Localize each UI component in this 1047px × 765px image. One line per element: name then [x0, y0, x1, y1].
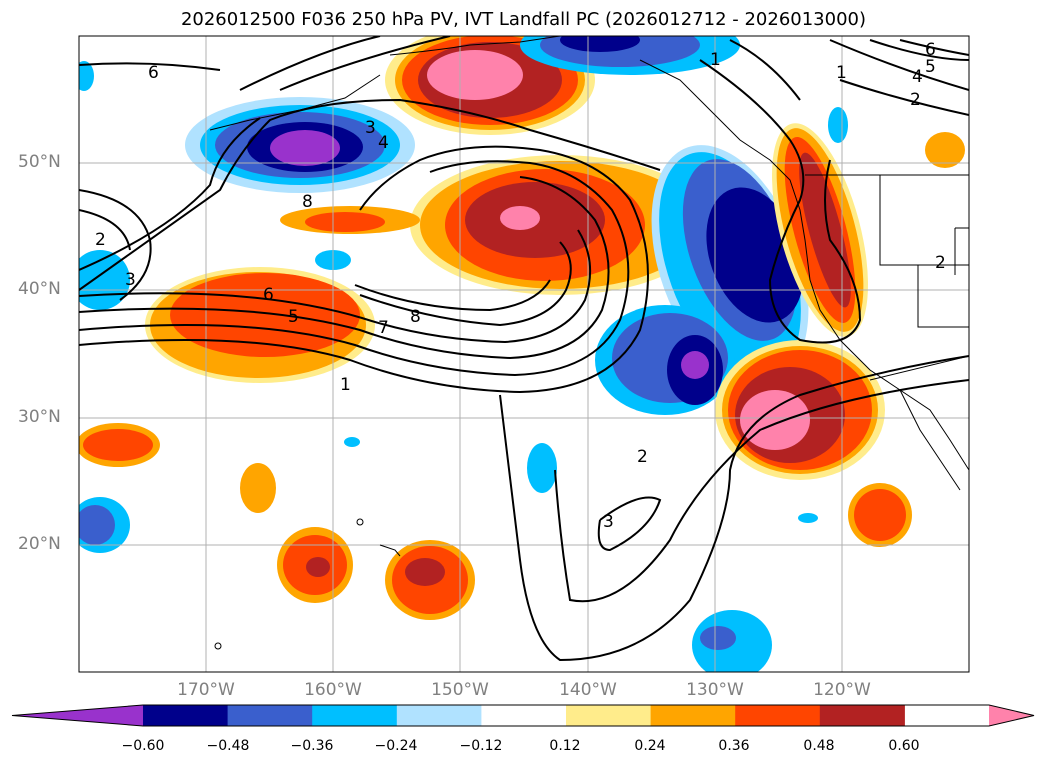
pv-blob-positive	[405, 558, 445, 586]
colorbar	[11, 704, 1035, 727]
contour-label: 8	[302, 192, 313, 212]
colorbar-tick-label: −0.36	[290, 738, 334, 754]
colorbar-segment	[819, 705, 905, 726]
pv-blob-negative	[527, 443, 557, 493]
contour-label: 1	[340, 375, 351, 395]
lat-label: 50°N	[18, 152, 61, 172]
colorbar-outline	[11, 704, 1035, 727]
colorbar-segment	[396, 705, 482, 726]
contour-label: 2	[910, 90, 921, 110]
lon-label: 150°W	[431, 680, 489, 700]
contour-label: 4	[912, 67, 923, 87]
pv-shading	[79, 36, 965, 672]
pv-blob-positive	[854, 489, 906, 541]
colorbar-segment	[143, 705, 229, 726]
contour-label: 4	[378, 133, 389, 153]
contour-label: 6	[263, 285, 274, 305]
pv-blob-positive	[740, 390, 810, 450]
pv-blob-negative	[798, 513, 818, 523]
colorbar-tick-label: −0.60	[121, 738, 165, 754]
colorbar-tick-label: −0.12	[459, 738, 503, 754]
pv-blob-negative	[270, 130, 340, 166]
contour-label: 2	[935, 253, 946, 273]
pv-blob-positive	[240, 463, 276, 513]
colorbar-segment	[650, 705, 736, 726]
contour-label: 5	[288, 307, 299, 327]
contour-label: 7	[378, 318, 389, 338]
ivt-contours	[79, 36, 969, 662]
pv-blob-negative	[560, 36, 640, 52]
colorbar-segment	[735, 705, 821, 726]
lon-label: 160°W	[304, 680, 362, 700]
contour-label: 3	[603, 512, 614, 532]
lat-label: 20°N	[18, 534, 61, 554]
lon-label: 170°W	[177, 680, 235, 700]
contour-labels: 6 1 6 5 4 2 1 3 4 8 2 3 6 5 7 8 1 2 3 2	[95, 40, 946, 532]
lon-label: 120°W	[813, 680, 871, 700]
pv-blob-positive	[306, 557, 330, 577]
pv-blob-positive	[799, 152, 851, 308]
pv-blob-negative	[79, 505, 115, 545]
contour-label: 6	[925, 40, 936, 60]
contour-label: 3	[365, 118, 376, 138]
lon-label: 130°W	[686, 680, 744, 700]
colorbar-extend-max	[989, 705, 1034, 726]
colorbar-segment	[566, 705, 652, 726]
colorbar-tick-label: 0.24	[634, 738, 666, 754]
map-title: 2026012500 F036 250 hPa PV, IVT Landfall…	[180, 9, 867, 30]
colorbar-segment	[227, 705, 313, 726]
pv-blob-negative	[700, 626, 736, 650]
pv-blob-positive	[83, 429, 153, 461]
colorbar-segment	[312, 705, 398, 726]
pv-blob-negative	[681, 351, 709, 379]
colorbar-tick-label: 0.48	[803, 738, 835, 754]
colorbar-tick-label: −0.48	[206, 738, 250, 754]
coastlines	[209, 36, 969, 650]
pv-blob-positive	[500, 206, 540, 230]
lat-label: 30°N	[18, 407, 61, 427]
map-frame	[78, 35, 970, 673]
contour-label: 6	[148, 63, 159, 83]
colorbar-extend-min	[12, 705, 143, 726]
colorbar-tick-label: 0.60	[888, 738, 920, 754]
contour-label: 8	[410, 307, 421, 327]
colorbar-tick-label: 0.12	[549, 738, 581, 754]
contour-label: 2	[637, 447, 648, 467]
pv-blob-positive	[427, 50, 523, 100]
pv-blob-negative	[828, 107, 848, 143]
contour-label: 1	[710, 50, 721, 70]
contour-label: 3	[125, 270, 136, 290]
contour-label: 2	[95, 230, 106, 250]
contour-label: 1	[836, 63, 847, 83]
pv-blob-positive	[925, 132, 965, 168]
pv-blob-positive	[305, 212, 385, 232]
pv-blob-negative	[344, 437, 360, 447]
contour-label: 5	[925, 57, 936, 77]
colorbar-segment	[481, 705, 567, 726]
lat-label: 40°N	[18, 279, 61, 299]
colorbar-tick-label: 0.36	[718, 738, 750, 754]
colorbar-tick-label: −0.24	[374, 738, 418, 754]
lon-label: 140°W	[559, 680, 617, 700]
pv-blob-negative	[79, 61, 94, 91]
